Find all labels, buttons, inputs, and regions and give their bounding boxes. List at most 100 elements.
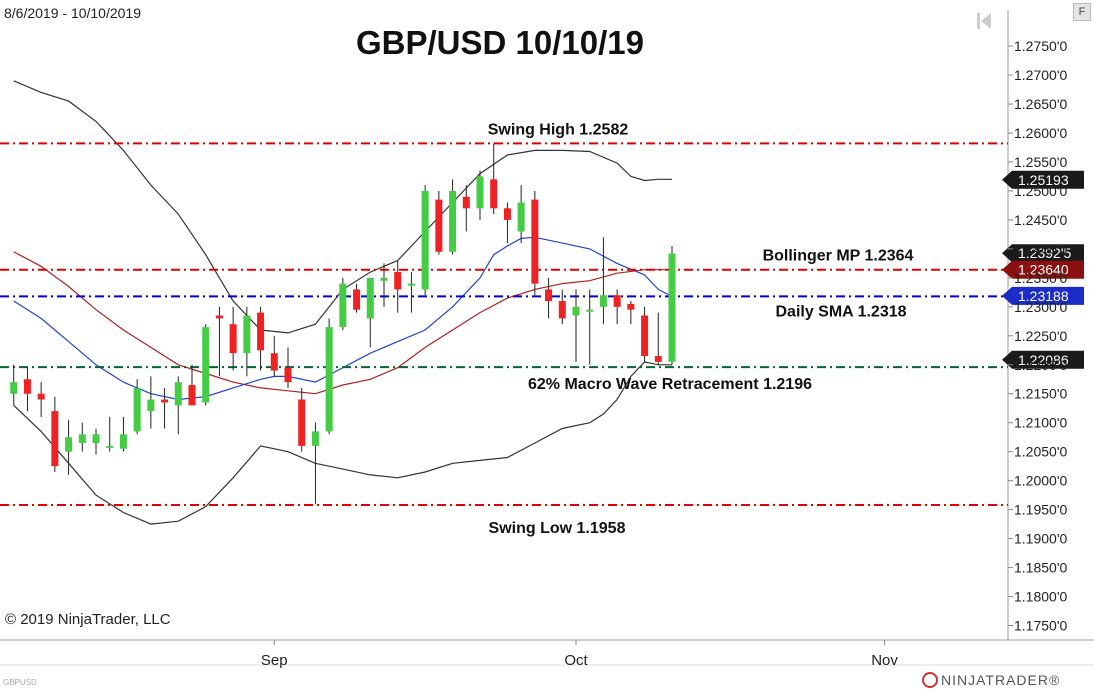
skip-back-icon[interactable] (976, 12, 992, 30)
candle-body (353, 289, 361, 310)
price-flag-label: 1.23188 (1018, 288, 1069, 304)
candle-body (311, 431, 319, 446)
candle-body (613, 295, 621, 307)
level-lines (0, 142, 1008, 506)
candle-body (325, 327, 333, 432)
chart-title: GBP/USD 10/10/19 (356, 24, 644, 61)
candle-body (545, 289, 553, 302)
candle-body (462, 196, 470, 209)
price-flag (1002, 286, 1084, 305)
candle-body (243, 315, 251, 354)
price-flag (1002, 260, 1084, 279)
y-tick-label: 1.2700'0 (1014, 67, 1067, 83)
price-flag (1002, 244, 1084, 263)
candle-body (229, 324, 237, 354)
candle-body (37, 393, 45, 400)
y-tick-label: 1.1900'0 (1014, 531, 1067, 547)
y-tick-label: 1.2250'0 (1014, 328, 1067, 344)
y-tick-label: 1.2650'0 (1014, 96, 1067, 112)
price-flag-label: 1.2392'5 (1018, 245, 1071, 261)
candle-body (517, 202, 525, 232)
level-annotation: Swing Low 1.1958 (489, 520, 626, 537)
level-annotation: Bollinger MP 1.2364 (763, 248, 914, 265)
candle-body (407, 283, 415, 286)
candle-body (23, 379, 31, 394)
candle-body (380, 277, 388, 281)
candle-body (654, 356, 662, 362)
y-tick-label: 1.1800'0 (1014, 589, 1067, 605)
candle-body (202, 327, 210, 403)
candle-body (339, 283, 347, 328)
copyright-text: © 2019 NinjaTrader, LLC (5, 611, 171, 628)
candle-body (106, 445, 114, 448)
candle-body (174, 382, 182, 406)
price-flags: 1.25193 1.2392'51.23640 1.23188 1.22086 (1002, 170, 1084, 369)
candle-body (10, 382, 18, 394)
price-flag (1002, 170, 1084, 189)
candle-body (641, 315, 649, 357)
price-flag (1002, 350, 1084, 369)
f-button[interactable]: F (1073, 3, 1091, 21)
y-tick-label: 1.2750'0 (1014, 38, 1067, 54)
candle-body (51, 411, 59, 467)
candle-body (188, 385, 196, 406)
x-tick-label: Sep (261, 652, 288, 669)
candle-body (558, 301, 566, 319)
candle-body (284, 367, 292, 383)
x-tick-label: Oct (564, 652, 588, 669)
candle-body (78, 434, 86, 443)
candle-body (161, 399, 169, 403)
candle-body (435, 199, 443, 252)
y-tick-label: 1.1750'0 (1014, 618, 1067, 634)
candle-body (215, 315, 223, 319)
y-tick-label: 1.2500'0 (1014, 183, 1067, 199)
y-tick-label: 1.2550'0 (1014, 154, 1067, 170)
candle-body (531, 199, 539, 284)
candle-body (298, 399, 306, 446)
y-tick-label: 1.2400'0 (1014, 241, 1067, 257)
candle-body (668, 253, 676, 362)
price-flag-label: 1.25193 (1018, 172, 1069, 188)
sma-line (13, 236, 673, 401)
candle-body (627, 303, 635, 310)
candle-body (421, 190, 429, 290)
price-flag-label: 1.23640 (1018, 262, 1069, 278)
candle-body (366, 277, 374, 319)
candle-body (449, 190, 457, 252)
logo-text: NINJATRADER® (941, 672, 1061, 688)
bollinger-lower-line (13, 361, 672, 525)
level-annotation: Daily SMA 1.2318 (775, 303, 906, 320)
y-tick-label: 1.2150'0 (1014, 386, 1067, 402)
indicator-lines (13, 80, 673, 525)
logo-ring-icon (922, 672, 938, 688)
axes (0, 10, 1094, 666)
y-tick-label: 1.2100'0 (1014, 415, 1067, 431)
y-tick-label: 1.2300'0 (1014, 299, 1067, 315)
candle-body (572, 306, 580, 316)
y-tick-label: 1.2450'0 (1014, 212, 1067, 228)
symbol-label: GBPUSD (3, 678, 37, 687)
candle-body (599, 295, 607, 307)
y-tick-label: 1.1950'0 (1014, 502, 1067, 518)
candle-body (119, 434, 127, 449)
bollinger-mid-line (13, 251, 672, 395)
candle-body (65, 437, 73, 452)
candle-body (394, 272, 402, 290)
candlesticks (10, 143, 676, 504)
candle-body (490, 179, 498, 209)
candle-body (92, 434, 100, 443)
y-tick-label: 1.2200'0 (1014, 357, 1067, 373)
candle-body (476, 176, 484, 209)
candle-body (133, 387, 141, 432)
ninjatrader-logo: NINJATRADER® (922, 672, 1060, 688)
bollinger-upper-line (13, 80, 672, 334)
price-flag-label: 1.22086 (1018, 352, 1069, 368)
level-annotation: Swing High 1.2582 (488, 121, 629, 138)
y-tick-label: 1.2000'0 (1014, 473, 1067, 489)
x-axis-labels: Sep Oct Nov (261, 640, 898, 669)
y-tick-label: 1.2600'0 (1014, 125, 1067, 141)
y-tick-label: 1.1850'0 (1014, 560, 1067, 576)
candle-body (270, 353, 278, 371)
level-annotations: Swing High 1.2582 Bollinger MP 1.2364 Dail… (488, 121, 914, 537)
